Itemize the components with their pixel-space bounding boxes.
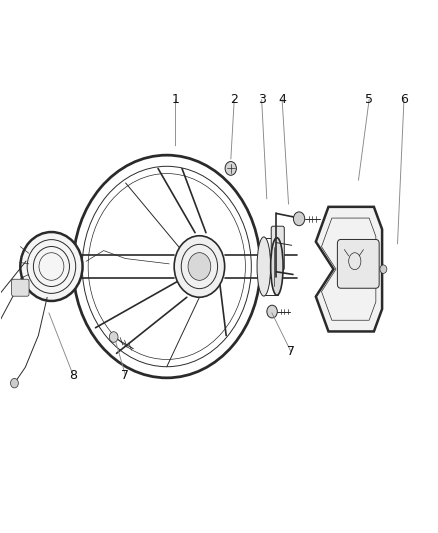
Circle shape [174,236,225,297]
Text: 7: 7 [287,345,295,358]
Text: 6: 6 [400,93,408,106]
Text: 8: 8 [69,369,77,382]
Text: 5: 5 [365,93,373,106]
Ellipse shape [257,237,271,296]
Text: 2: 2 [230,93,238,106]
Circle shape [11,378,18,388]
FancyBboxPatch shape [12,279,29,296]
Polygon shape [316,207,382,332]
Circle shape [188,253,211,280]
Text: 3: 3 [258,93,265,106]
Text: 1: 1 [172,93,180,106]
Ellipse shape [271,238,283,295]
Circle shape [380,265,387,273]
Circle shape [225,161,237,175]
FancyBboxPatch shape [271,226,284,270]
Circle shape [110,332,118,342]
Circle shape [293,212,305,225]
Text: 4: 4 [278,93,286,106]
Ellipse shape [20,232,82,301]
Circle shape [267,305,277,318]
Text: 7: 7 [121,369,129,382]
FancyBboxPatch shape [337,239,379,288]
